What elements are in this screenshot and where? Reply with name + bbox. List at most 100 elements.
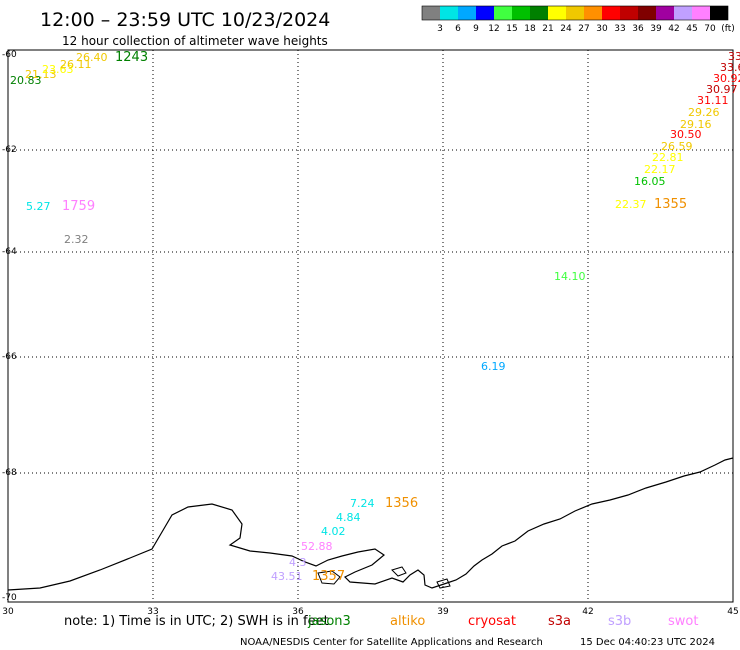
colorbar-swatch <box>584 6 602 20</box>
colorbar-swatch <box>422 6 440 20</box>
colorbar-swatch <box>530 6 548 20</box>
satellite-name: cryosat <box>468 614 516 629</box>
satellite-name: s3a <box>548 614 571 629</box>
colorbar-swatch <box>602 6 620 20</box>
longitude-label: 45 <box>727 607 738 617</box>
wave-height-label: 1243 <box>115 50 148 65</box>
timestamp: 15 Dec 04:40:23 UTC 2024 <box>580 637 715 648</box>
latitude-label: -62 <box>2 145 17 155</box>
wave-height-label: 2.32 <box>64 233 89 246</box>
wave-height-label: 26.11 <box>60 58 92 71</box>
latitude-label: -60 <box>2 50 17 60</box>
graticule <box>8 50 733 602</box>
coastline-islands <box>317 566 451 589</box>
wave-height-label: 33.6 <box>720 61 740 74</box>
longitude-labels: 30 33 36 39 42 45 <box>2 607 738 617</box>
wave-height-label: 31.11 <box>697 94 729 107</box>
wave-height-label: 29.26 <box>688 106 720 119</box>
color-scale-legend: 3 6 9 12 15 18 21 24 27 30 33 36 39 42 45 70 (ft) <box>421 5 735 34</box>
wave-height-label: 4.84 <box>336 511 361 524</box>
wave-height-label: 7.24 <box>350 497 375 510</box>
colorbar-swatch <box>476 6 494 20</box>
colorbar-label: 6 <box>455 24 461 34</box>
wave-height-label: 22.81 <box>652 151 684 164</box>
longitude-label: 30 <box>2 607 14 617</box>
map-subtitle: 12 hour collection of altimeter wave hei… <box>62 34 328 48</box>
wave-height-label: 29.16 <box>680 118 712 131</box>
colorbar-label: 70 <box>704 24 716 34</box>
colorbar-swatch <box>710 6 728 20</box>
colorbar-swatch <box>656 6 674 20</box>
wave-height-label: 4.3 <box>289 556 307 569</box>
colorbar-label: 3 <box>437 24 443 34</box>
colorbar-swatch <box>566 6 584 20</box>
longitude-label: 33 <box>147 607 158 617</box>
wave-height-label: 1356 <box>385 496 418 511</box>
satellite-name: swot <box>668 614 698 629</box>
credit: NOAA/NESDIS Center for Satellite Applica… <box>240 637 543 648</box>
colorbar-swatch <box>512 6 530 20</box>
colorbar-label: 15 <box>506 24 517 34</box>
longitude-label: 42 <box>582 607 593 617</box>
colorbar-label: 45 <box>686 24 697 34</box>
wave-height-label: 6.19 <box>481 360 506 373</box>
wave-height-label: 23.63 <box>42 63 74 76</box>
latitude-label: -66 <box>2 352 17 362</box>
coastline <box>7 457 734 591</box>
wave-height-label: 20.83 <box>10 74 42 87</box>
colorbar-swatch <box>440 6 458 20</box>
colorbar-swatch <box>494 6 512 20</box>
wave-height-label: 26.40 <box>76 51 108 64</box>
wave-height-label: 1759 <box>62 199 95 214</box>
wave-height-label: 22.17 <box>644 163 676 176</box>
wave-height-label: 4.02 <box>321 525 346 538</box>
wave-height-label: 22.37 <box>615 198 647 211</box>
wave-height-label: 16.05 <box>634 175 666 188</box>
colorbar-label: 12 <box>488 24 499 34</box>
longitude-label: 39 <box>437 607 449 617</box>
satellite-legend: jason3 altiko cryosat s3a s3b swot <box>307 614 698 629</box>
wave-height-label: 26.59 <box>661 140 693 153</box>
colorbar-label: 27 <box>578 24 589 34</box>
colorbar-label: 42 <box>668 24 679 34</box>
colorbar-swatch <box>458 6 476 20</box>
map-title: 12:00 – 23:59 UTC 10/23/2024 <box>40 9 330 31</box>
colorbar-swatch <box>692 6 710 20</box>
wave-height-label: 30.50 <box>670 128 702 141</box>
latitude-label: -68 <box>2 468 17 478</box>
colorbar-label: 9 <box>473 24 479 34</box>
satellite-name: s3b <box>608 614 631 629</box>
longitude-label: 36 <box>292 607 304 617</box>
latitude-label: -70 <box>2 593 17 603</box>
latitude-labels: -60 -62 -64 -66 -68 -70 <box>2 50 17 603</box>
plot-frame <box>7 49 734 603</box>
satellite-name: jason3 <box>307 614 351 629</box>
wave-height-label: 30.97 <box>706 83 738 96</box>
colorbar-label: 30 <box>596 24 608 34</box>
wave-height-label: 21.13 <box>25 68 57 81</box>
colorbar-label: (ft) <box>721 24 735 34</box>
wave-height-label: 1355 <box>654 197 687 212</box>
wave-height-label: 33 <box>728 50 740 63</box>
wave-height-label: 52.88 <box>301 540 333 553</box>
colorbar-swatch <box>548 6 566 20</box>
colorbar-swatch <box>674 6 692 20</box>
colorbar-label: 21 <box>542 24 553 34</box>
wave-height-label: 1357 <box>312 569 345 584</box>
colorbar-label: 24 <box>560 24 572 34</box>
footer-note: note: 1) Time is in UTC; 2) SWH is in fe… <box>64 614 329 629</box>
colorbar-swatch <box>638 6 656 20</box>
latitude-label: -64 <box>2 247 17 257</box>
wave-height-label: 43.51 <box>271 570 303 583</box>
colorbar-label: 33 <box>614 24 625 34</box>
wave-height-label: 14.10 <box>554 270 586 283</box>
colorbar-label: 36 <box>632 24 644 34</box>
colorbar-label: 39 <box>650 24 662 34</box>
satellite-name: altiko <box>390 614 425 629</box>
wave-height-label: 30.92 <box>713 72 740 85</box>
colorbar-label: 18 <box>524 24 536 34</box>
colorbar-swatch <box>620 6 638 20</box>
wave-height-label: 5.27 <box>26 200 51 213</box>
